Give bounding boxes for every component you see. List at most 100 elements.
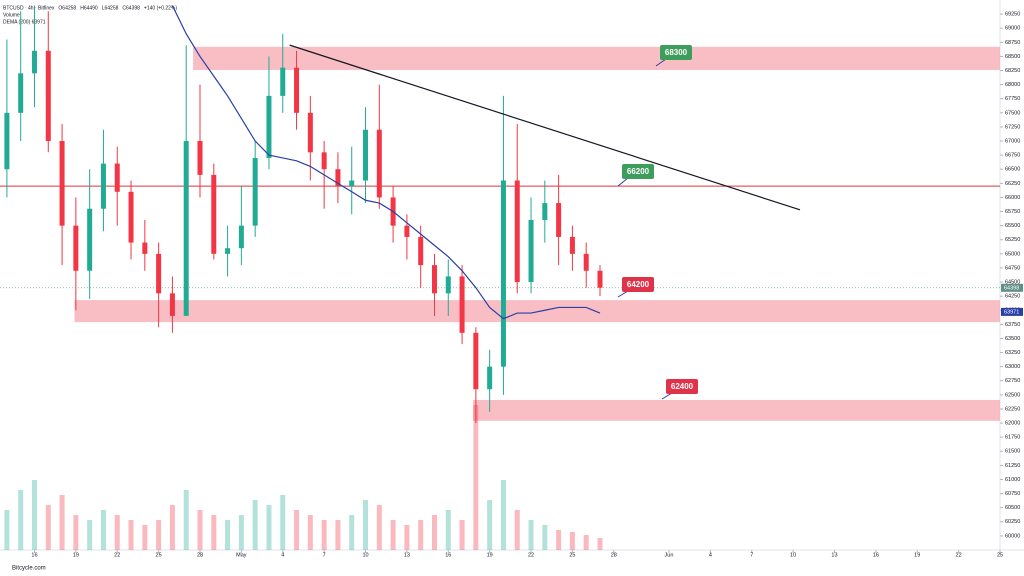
y-tick-label: 63500 <box>1005 336 1020 342</box>
y-tick-label: 68250 <box>1005 68 1020 74</box>
candle-body <box>294 67 300 113</box>
candle-body <box>583 253 589 271</box>
volume-bar <box>128 520 134 550</box>
x-tick-label: 13 <box>404 552 410 558</box>
y-tick-label: 62250 <box>1005 406 1020 412</box>
volume-bar <box>473 405 479 550</box>
y-tick-label: 63250 <box>1005 350 1020 356</box>
y-tick-label: 66500 <box>1005 167 1020 173</box>
y-tick-label: 67000 <box>1005 138 1020 144</box>
header-item: +140 (+0.22%) <box>144 5 177 11</box>
candle-body <box>197 141 203 175</box>
y-tick-label: 64250 <box>1005 294 1020 300</box>
volume-bar <box>169 505 175 550</box>
annotation-box <box>666 379 698 394</box>
header-item: H64490 <box>80 5 98 11</box>
x-tick-label: 19 <box>487 552 493 558</box>
annotation-label: 64200 <box>627 280 650 289</box>
volume-bar <box>418 520 424 550</box>
y-tick-label: 64750 <box>1005 265 1020 271</box>
volume-bar <box>238 515 244 550</box>
y-tick-label: 61750 <box>1005 435 1020 441</box>
x-tick-label: 28 <box>197 552 203 558</box>
candle-body <box>500 180 506 367</box>
y-tick-label: 61000 <box>1005 477 1020 483</box>
candle-body <box>31 50 37 74</box>
x-tick-label: 28 <box>611 552 617 558</box>
y-tick-label: 68500 <box>1005 54 1020 60</box>
x-tick-label: 16 <box>873 552 879 558</box>
candle-body <box>169 293 175 316</box>
support-zone <box>473 399 1000 421</box>
volume-bar <box>363 500 369 550</box>
y-tick-label: 62500 <box>1005 392 1020 398</box>
x-tick-label: May <box>236 552 247 558</box>
y-tick-label: 65000 <box>1005 251 1020 257</box>
candle-body <box>542 203 548 220</box>
x-tick-label: 16 <box>445 552 451 558</box>
x-tick-label: 10 <box>362 552 368 558</box>
x-tick-label: 25 <box>156 552 162 558</box>
annotation-pointer <box>655 58 667 67</box>
y-tick-label: 63000 <box>1005 364 1020 370</box>
y-tick-label: 67750 <box>1005 96 1020 102</box>
volume-bar <box>294 510 300 550</box>
candle-body <box>100 163 106 209</box>
y-tick-label: 65250 <box>1005 237 1020 243</box>
volume-bar <box>142 525 148 550</box>
volume-bar <box>431 515 437 550</box>
volume-bar <box>445 510 451 550</box>
candle-body <box>238 225 244 249</box>
support-zone <box>193 46 1000 70</box>
candle-body <box>114 163 120 192</box>
x-tick-label: 4 <box>709 552 712 558</box>
x-tick-label: 19 <box>73 552 79 558</box>
y-tick-label: 62750 <box>1005 378 1020 384</box>
y-tick-label: 66750 <box>1005 153 1020 159</box>
volume-bar <box>459 520 465 550</box>
volume-bar <box>280 495 286 550</box>
volume-bar <box>100 510 106 550</box>
volume-bar <box>542 525 548 550</box>
y-tick-label: 61250 <box>1005 463 1020 469</box>
x-tick-label: 16 <box>31 552 37 558</box>
candle-body <box>45 50 51 142</box>
annotation-label: 62400 <box>671 382 694 391</box>
volume-bar <box>390 520 396 550</box>
volume-bar <box>569 532 575 550</box>
candle-body <box>156 253 162 294</box>
volume-bar <box>321 520 327 550</box>
candle-body <box>335 169 341 187</box>
candle-body <box>363 129 369 181</box>
y-tick-label: 60750 <box>1005 491 1020 497</box>
y-tick-label: 60000 <box>1005 533 1020 539</box>
volume-bar <box>487 500 493 550</box>
volume-bar <box>183 490 189 550</box>
candle-body <box>211 174 217 254</box>
x-tick-label: 19 <box>914 552 920 558</box>
header-item: BTCUSD · 4h · Bitfinex <box>3 5 55 11</box>
volume-bar <box>376 505 382 550</box>
candle-body <box>18 73 24 113</box>
volume-bar <box>211 515 217 550</box>
candle-body <box>431 265 437 294</box>
y-tick-label: 69250 <box>1005 12 1020 18</box>
candle-body <box>514 180 520 283</box>
candle-body <box>142 242 148 254</box>
y-tick-label: 63750 <box>1005 322 1020 328</box>
volume-bar <box>156 520 162 550</box>
volume-bar <box>252 500 258 550</box>
candle-body <box>307 112 313 153</box>
price-tag <box>1001 283 1023 292</box>
x-tick-label: 13 <box>831 552 837 558</box>
candle-body <box>225 248 231 254</box>
candle-body <box>376 129 382 198</box>
volume-bar <box>556 530 562 550</box>
y-tick-label: 62000 <box>1005 421 1020 427</box>
candle-body <box>183 141 189 316</box>
ema-line <box>171 5 601 320</box>
x-tick-label: 25 <box>997 552 1003 558</box>
volume-bar <box>335 520 341 550</box>
candle-body <box>280 67 286 96</box>
price-tag-label: 63971 <box>1004 309 1019 315</box>
